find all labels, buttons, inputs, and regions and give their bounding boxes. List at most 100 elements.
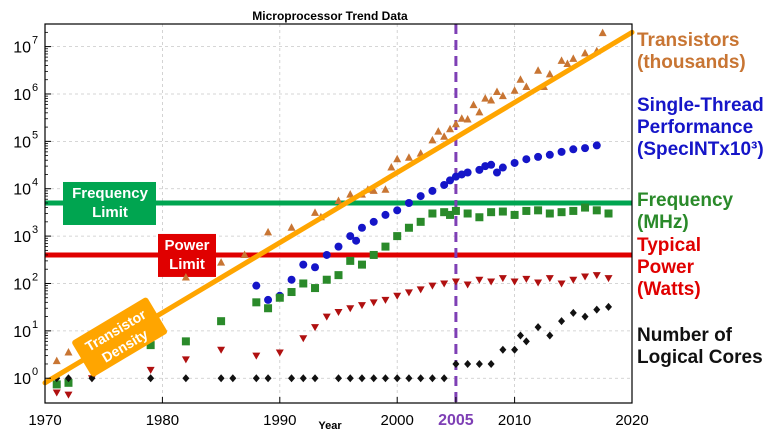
x-tick-label: 2010 (498, 412, 531, 429)
performance-point (569, 145, 578, 154)
frequency-point (604, 209, 613, 218)
power-point (52, 389, 61, 397)
cores-point (546, 331, 554, 340)
legend-text: Logical Cores (637, 347, 763, 368)
performance-point (416, 192, 425, 201)
transistor-point (369, 186, 378, 194)
cores-point (405, 374, 413, 383)
power-point (428, 282, 437, 290)
power-point (475, 276, 484, 284)
frequency-point (311, 284, 320, 293)
y-tick-exponent: 0 (32, 366, 38, 378)
frequency-limit-label: Frequency (72, 185, 149, 202)
performance-point (492, 168, 501, 177)
transistor-point (510, 86, 519, 94)
performance-point (334, 242, 343, 251)
cores-point (393, 374, 401, 383)
power-limit-label: Power (164, 237, 209, 254)
cores-point (605, 302, 613, 311)
x-tick-label: 2020 (615, 412, 648, 429)
cores-point (534, 323, 542, 332)
performance-point (252, 281, 261, 290)
power-point (381, 296, 390, 304)
power-point (404, 289, 413, 297)
frequency-point (440, 208, 449, 217)
performance-point (357, 223, 366, 232)
performance-point (498, 163, 507, 172)
transistor-point (404, 153, 413, 161)
transistor-point (346, 190, 355, 198)
cores-point (182, 374, 190, 383)
cores-point (147, 374, 155, 383)
cores-point (516, 331, 524, 340)
legend-text: (thousands) (637, 52, 746, 73)
y-tick-exponent: 1 (32, 319, 38, 331)
power-point (369, 299, 378, 307)
transistor-point (498, 91, 507, 100)
performance-point (352, 236, 361, 245)
performance-point (440, 180, 449, 189)
power-point (569, 276, 578, 284)
power-point (357, 302, 366, 310)
transistor-point (487, 95, 496, 104)
frequency-point (522, 206, 531, 215)
legend-text: Typical (637, 235, 702, 256)
y-tick-label: 10 (13, 87, 31, 104)
series-triangle-down (52, 272, 613, 399)
transistor-point (451, 119, 460, 128)
cores-point (558, 317, 566, 326)
performance-point (557, 147, 566, 156)
cores-point (499, 345, 507, 354)
performance-point (393, 206, 402, 215)
transistor-point (469, 100, 478, 109)
performance-point (522, 155, 531, 164)
x-tick-label: 2000 (381, 412, 414, 429)
performance-point (299, 260, 308, 269)
transistor-point (522, 82, 531, 91)
frequency-point (369, 250, 378, 259)
transistor-density-box (72, 297, 168, 377)
x-tick-label: 1990 (263, 412, 296, 429)
power-point (487, 278, 496, 286)
frequency-point (557, 208, 566, 217)
cores-point (487, 359, 495, 368)
transistor-point (598, 28, 607, 37)
frequency-point (299, 279, 308, 288)
frequency-point (381, 242, 390, 251)
frequency-point (463, 209, 472, 218)
power-point (146, 366, 155, 374)
cores-point (299, 374, 307, 383)
cores-point (440, 374, 448, 383)
transistor-point (428, 135, 437, 144)
transistor-point (311, 208, 320, 216)
x-tick-label: 1970 (28, 412, 61, 429)
y-tick-exponent: 7 (32, 35, 38, 47)
performance-point (592, 141, 601, 150)
x-axis-label: Year (318, 420, 342, 430)
frequency-point (322, 275, 331, 284)
power-point (217, 346, 226, 354)
transistor-point (557, 56, 566, 64)
frequency-point (346, 256, 355, 265)
power-point (463, 281, 472, 289)
performance-point (510, 158, 519, 167)
frequency-point (451, 206, 460, 215)
power-point (604, 275, 613, 283)
power-point (510, 278, 519, 286)
frequency-point (357, 260, 366, 269)
frequency-point (545, 209, 554, 218)
power-point (299, 335, 308, 343)
transistor-point (240, 250, 249, 258)
performance-point (264, 295, 273, 304)
y-tick-label: 10 (13, 324, 31, 341)
performance-point (475, 165, 484, 174)
performance-point (446, 176, 455, 185)
cores-point (311, 374, 319, 383)
legend-text: Single-Thread (637, 95, 764, 116)
transistor-point (52, 356, 61, 365)
frequency-point (446, 210, 455, 219)
cores-point (217, 374, 225, 383)
transistor-point (492, 87, 501, 96)
performance-point (534, 152, 543, 161)
power-limit-box (158, 233, 216, 277)
